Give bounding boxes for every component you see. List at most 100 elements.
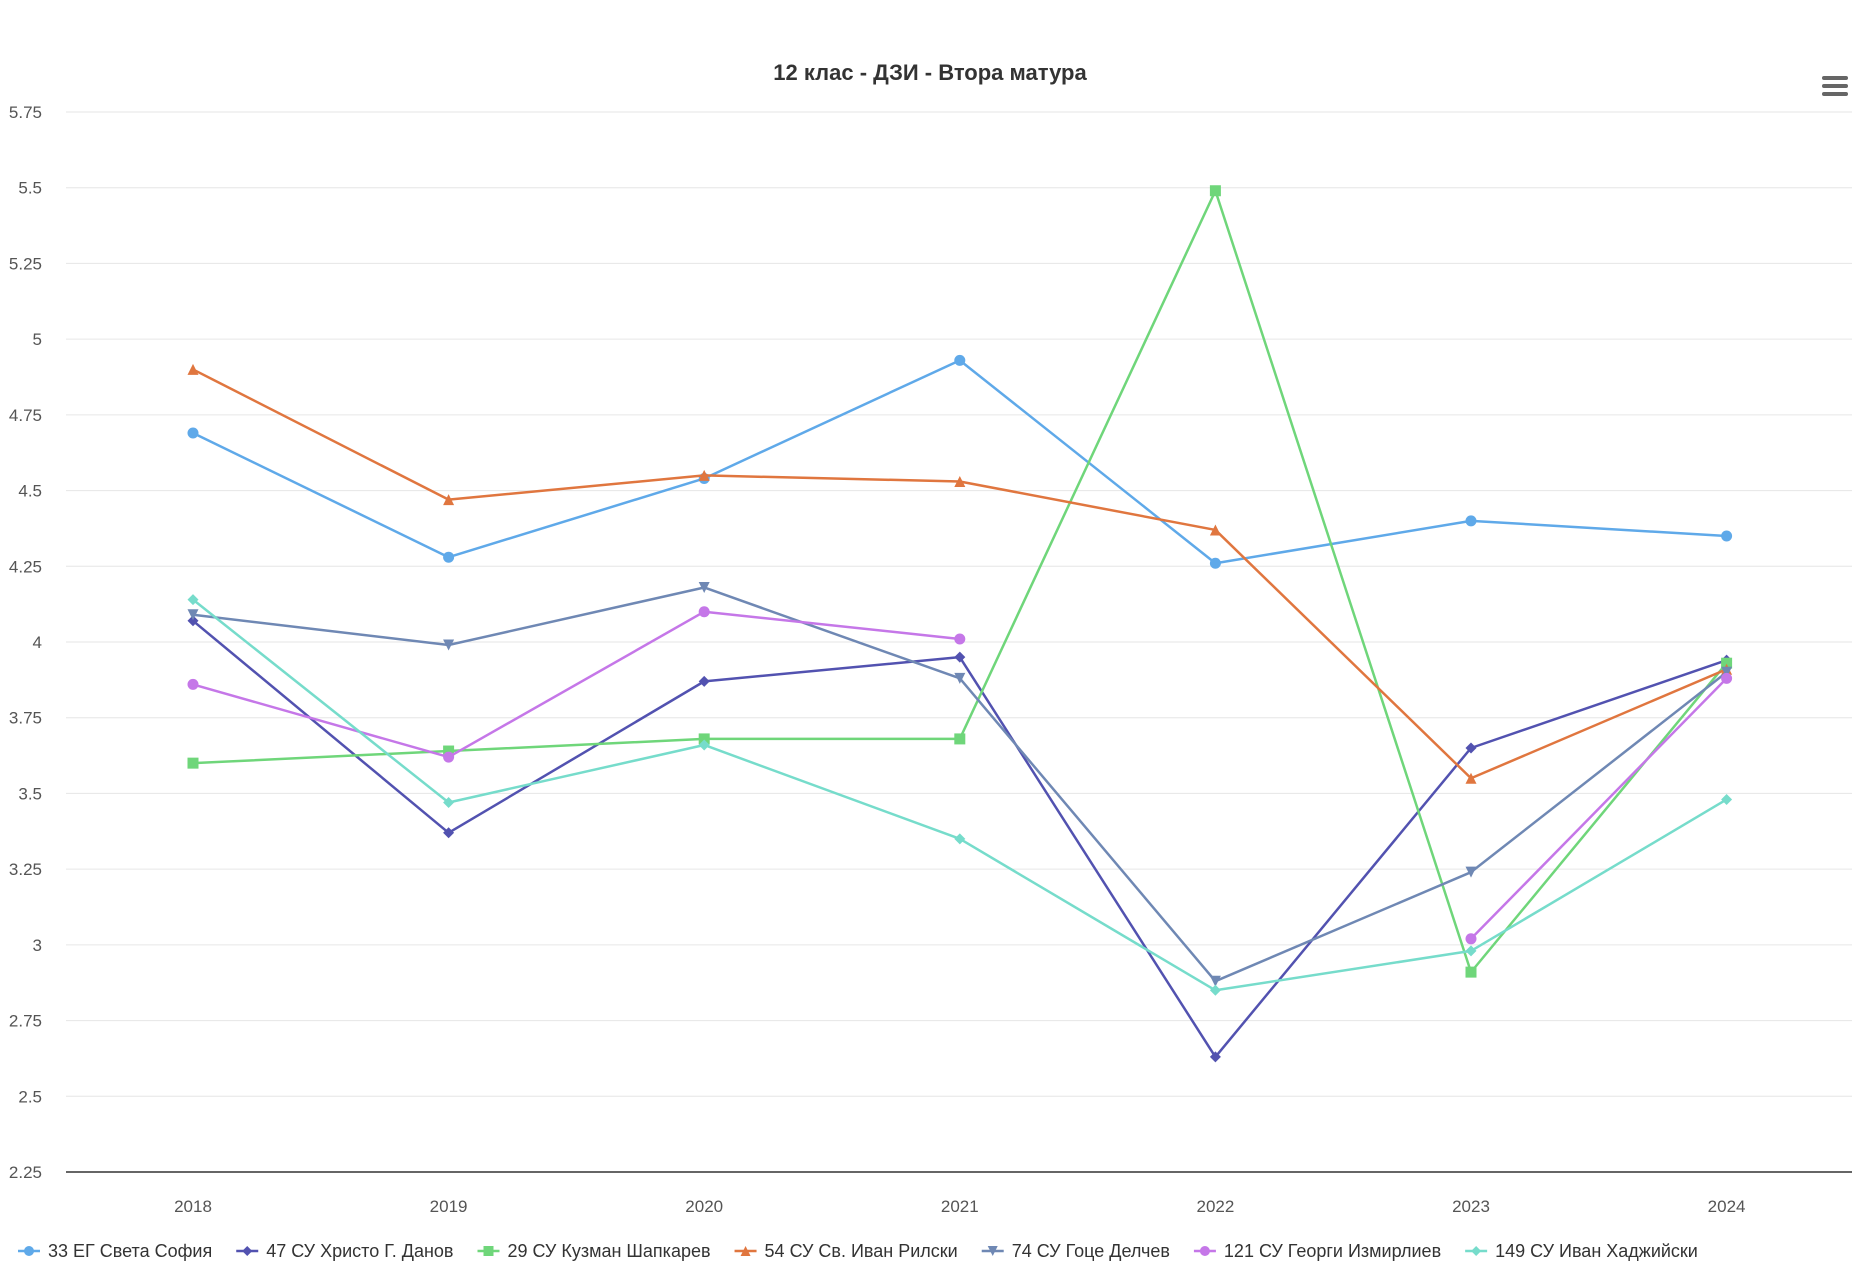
legend-label: 33 ЕГ Света София [48, 1241, 212, 1261]
legend-item[interactable]: 149 СУ Иван Хаджийски [1465, 1241, 1698, 1261]
data-point [443, 639, 455, 651]
y-tick-label: 5.5 [18, 179, 42, 198]
data-point [698, 469, 710, 481]
data-point [1465, 742, 1477, 754]
data-point [443, 551, 455, 563]
y-tick-label: 3.25 [9, 860, 42, 879]
legend-item[interactable]: 121 СУ Георги Измирлиев [1193, 1241, 1441, 1261]
data-point [1721, 530, 1733, 542]
data-point [954, 733, 966, 745]
data-point [1721, 672, 1733, 684]
series-1 [187, 354, 1733, 569]
series-line [192, 610, 960, 759]
legend-label: 29 СУ Кузман Шапкарев [508, 1241, 711, 1261]
data-point [187, 609, 199, 621]
legend-marker [987, 1246, 998, 1256]
data-point [954, 651, 966, 663]
data-point [1209, 557, 1221, 569]
chart-title: 12 клас - ДЗИ - Втора матура [773, 60, 1087, 85]
data-point [1209, 524, 1221, 536]
legend-marker [483, 1246, 494, 1256]
data-point [1209, 984, 1221, 996]
legend-item[interactable]: 54 СУ Св. Иван Рилски [734, 1241, 958, 1261]
hamburger-menu-icon[interactable] [1822, 76, 1848, 96]
data-point [1209, 975, 1221, 987]
data-point [187, 427, 199, 439]
y-tick-label: 3 [33, 936, 42, 955]
x-tick-label: 2024 [1708, 1197, 1746, 1216]
y-tick-label: 2.75 [9, 1012, 42, 1031]
legend-item[interactable]: 74 СУ Гоце Делчев [981, 1241, 1170, 1261]
data-point [443, 745, 455, 757]
data-point [1465, 866, 1477, 878]
series-4 [187, 363, 1733, 784]
y-tick-label: 4.25 [9, 557, 42, 576]
series-line [192, 189, 1728, 974]
data-point [1721, 666, 1733, 678]
data-point [187, 678, 199, 690]
legend-item[interactable]: 47 СУ Христо Г. Данов [236, 1241, 454, 1261]
data-point [698, 739, 710, 751]
y-tick-label: 2.25 [9, 1163, 42, 1182]
data-point [698, 675, 710, 687]
data-point [1465, 772, 1477, 784]
data-point [954, 833, 966, 845]
y-axis: 2.25 2.5 2.75 3 3.25 3.5 3.75 4 4.25 4.5 4.75 5 5.25… [9, 103, 42, 1182]
y-tick-label: 4.5 [18, 482, 42, 501]
series-line [192, 368, 1728, 780]
legend-label: 74 СУ Гоце Делчев [1012, 1241, 1170, 1261]
legend-marker [242, 1246, 253, 1256]
y-tick-label: 5 [33, 330, 42, 349]
data-point [187, 615, 199, 627]
x-tick-label: 2019 [430, 1197, 468, 1216]
legend-label: 54 СУ Св. Иван Рилски [765, 1241, 958, 1261]
y-tick-label: 5.75 [9, 103, 42, 122]
data-point [954, 633, 966, 645]
data-point [1209, 1051, 1221, 1063]
legend-marker [24, 1246, 34, 1256]
legend-item[interactable]: 29 СУ Кузман Шапкарев [477, 1241, 711, 1261]
y-tick-label: 2.5 [18, 1087, 42, 1106]
data-point [187, 363, 199, 375]
data-point [443, 827, 455, 839]
legend-item[interactable]: 33 ЕГ Света София [18, 1241, 212, 1261]
series-line [192, 359, 1727, 565]
data-point [1721, 657, 1733, 669]
legend-marker [1471, 1246, 1482, 1256]
data-point [187, 757, 199, 769]
data-point [1465, 945, 1477, 957]
y-tick-label: 4.75 [9, 406, 42, 425]
x-tick-label: 2022 [1196, 1197, 1234, 1216]
data-point [1209, 185, 1221, 197]
y-tick-label: 3.75 [9, 709, 42, 728]
x-axis: 2018 2019 2020 2021 2022 2023 2024 [66, 1171, 1852, 1216]
y-tick-label: 3.5 [18, 784, 42, 803]
series-7 [187, 594, 1733, 996]
y-tick-label: 4 [33, 633, 42, 652]
data-point [954, 354, 966, 366]
data-point [443, 494, 455, 506]
series-3 [187, 185, 1733, 978]
x-tick-label: 2020 [685, 1197, 723, 1216]
y-tick-label: 5.25 [9, 254, 42, 273]
data-point [954, 475, 966, 487]
data-point [443, 797, 455, 809]
data-point [1465, 966, 1477, 978]
legend-label: 47 СУ Христо Г. Данов [266, 1241, 453, 1261]
series-line [1470, 677, 1728, 940]
data-point [1465, 515, 1477, 527]
legend-label: 149 СУ Иван Хаджийски [1495, 1241, 1698, 1261]
legend-marker [740, 1246, 751, 1256]
legend-marker [1199, 1246, 1210, 1256]
x-tick-label: 2018 [174, 1197, 212, 1216]
series-6 [187, 606, 1733, 945]
data-point [1721, 793, 1733, 805]
data-point [954, 672, 966, 684]
data-point [1465, 933, 1477, 945]
series-line [192, 586, 1728, 983]
grid [66, 111, 1852, 1097]
x-tick-label: 2021 [941, 1197, 979, 1216]
data-point [698, 606, 710, 618]
data-point [698, 733, 710, 745]
